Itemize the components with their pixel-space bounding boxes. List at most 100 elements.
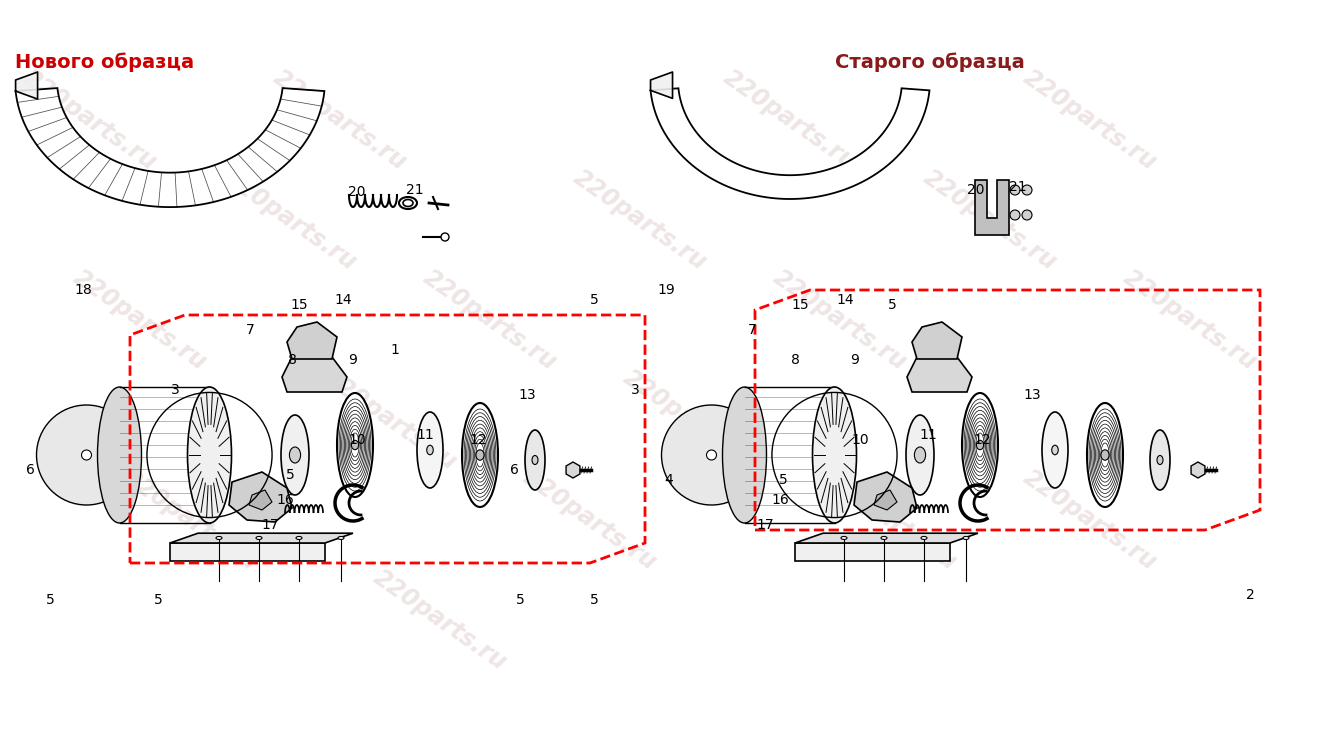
Ellipse shape [920,537,927,539]
Polygon shape [912,322,962,359]
Text: 17: 17 [756,518,774,532]
Ellipse shape [462,403,498,507]
Text: 11: 11 [416,428,434,442]
Text: 220parts.ru: 220parts.ru [69,265,211,375]
Ellipse shape [216,537,221,539]
Ellipse shape [476,450,484,460]
Circle shape [707,450,716,460]
Ellipse shape [976,440,983,450]
Text: 220parts.ru: 220parts.ru [619,366,762,475]
Circle shape [36,405,136,505]
Polygon shape [287,322,338,359]
Text: 15: 15 [291,298,308,312]
Ellipse shape [1157,456,1163,465]
Text: 9: 9 [851,353,859,367]
Ellipse shape [723,387,767,523]
Text: 220parts.ru: 220parts.ru [1019,65,1161,175]
Ellipse shape [840,537,847,539]
Text: 220parts.ru: 220parts.ru [19,65,161,175]
Ellipse shape [1150,430,1170,490]
Text: 13: 13 [1023,388,1041,402]
Text: 5: 5 [285,468,295,482]
Polygon shape [169,543,325,561]
Ellipse shape [351,440,359,450]
Ellipse shape [526,430,546,490]
Text: 6: 6 [25,463,35,477]
Text: 5: 5 [153,593,163,607]
Polygon shape [566,462,580,478]
Polygon shape [281,357,347,392]
Ellipse shape [97,387,141,523]
Text: 7: 7 [747,323,756,337]
Ellipse shape [914,447,926,463]
Text: 5: 5 [45,593,55,607]
Text: 220parts.ru: 220parts.ru [219,165,362,275]
Ellipse shape [1101,450,1109,460]
Text: 5: 5 [590,593,599,607]
Text: 220parts.ru: 220parts.ru [269,65,411,175]
Text: 220parts.ru: 220parts.ru [1019,465,1161,575]
Text: 16: 16 [276,493,293,507]
Ellipse shape [281,415,309,495]
Circle shape [1010,185,1021,195]
Text: 6: 6 [510,463,519,477]
Text: Нового образца: Нового образца [15,52,195,72]
Text: 220parts.ru: 220parts.ru [119,465,261,575]
Text: 9: 9 [348,353,358,367]
Text: 13: 13 [518,388,536,402]
Text: 16: 16 [771,493,788,507]
Text: 12: 12 [470,433,487,447]
Polygon shape [651,88,930,199]
Polygon shape [795,543,950,561]
Text: 20: 20 [967,183,984,197]
Circle shape [1022,210,1033,220]
Ellipse shape [256,537,261,539]
Text: 20: 20 [348,185,366,199]
Ellipse shape [906,415,934,495]
Text: 220parts.ru: 220parts.ru [819,465,960,575]
Text: 220parts.ru: 220parts.ru [419,265,562,375]
Circle shape [442,233,450,241]
Text: 220parts.ru: 220parts.ru [568,165,711,275]
Polygon shape [1191,462,1205,478]
Text: 220parts.ru: 220parts.ru [768,265,911,375]
Ellipse shape [962,393,998,497]
Text: Старого образца: Старого образца [835,52,1025,72]
Text: 2: 2 [1246,588,1254,602]
Ellipse shape [812,387,856,523]
Polygon shape [651,72,672,98]
Polygon shape [16,72,37,99]
Text: 220parts.ru: 220parts.ru [1119,265,1261,375]
Polygon shape [229,472,292,522]
Text: 21: 21 [1010,180,1027,194]
Text: 5: 5 [887,298,896,312]
Text: 4: 4 [664,473,674,487]
Ellipse shape [1051,446,1058,455]
Polygon shape [874,490,896,510]
Polygon shape [249,490,272,510]
Ellipse shape [338,393,374,497]
Text: 8: 8 [288,353,296,367]
Polygon shape [16,88,324,207]
Ellipse shape [1042,412,1069,488]
Text: 18: 18 [75,283,92,297]
Text: 17: 17 [261,518,279,532]
Ellipse shape [427,446,434,455]
Text: 1: 1 [391,343,399,357]
Circle shape [1010,210,1021,220]
Text: 220parts.ru: 220parts.ru [719,65,862,175]
Text: 5: 5 [516,593,524,607]
Text: 10: 10 [851,433,868,447]
Text: 3: 3 [631,383,639,397]
Polygon shape [975,180,1009,235]
Ellipse shape [289,447,300,463]
Text: 15: 15 [791,298,808,312]
Polygon shape [854,472,916,522]
Ellipse shape [963,537,968,539]
Ellipse shape [1087,403,1123,507]
Ellipse shape [532,456,538,465]
Circle shape [1022,185,1033,195]
Circle shape [81,450,92,460]
Ellipse shape [880,537,887,539]
Polygon shape [907,357,972,392]
